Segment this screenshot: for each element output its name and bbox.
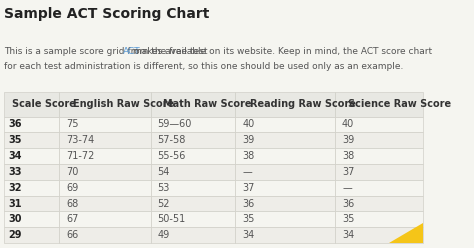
Text: 37: 37 [342, 167, 355, 177]
Text: 37: 37 [243, 183, 255, 193]
Text: 30: 30 [9, 214, 22, 224]
Bar [59, 148, 151, 164]
Text: This is a sample score grid from the free test: This is a sample score grid from the fre… [4, 47, 210, 56]
Text: 35: 35 [342, 214, 355, 224]
Bar [4, 92, 59, 117]
Text: 73-74: 73-74 [66, 135, 94, 145]
Bar [4, 117, 59, 132]
Bar [4, 132, 59, 148]
Text: 70: 70 [66, 167, 78, 177]
Text: 50-51: 50-51 [157, 214, 186, 224]
Bar [335, 196, 423, 211]
Text: 71-72: 71-72 [66, 151, 94, 161]
Text: 54: 54 [157, 167, 170, 177]
Bar [4, 164, 59, 180]
Bar [59, 196, 151, 211]
Bar [151, 180, 235, 196]
Text: Sample ACT Scoring Chart: Sample ACT Scoring Chart [4, 7, 210, 21]
Text: 75: 75 [66, 120, 79, 129]
Text: 53: 53 [157, 183, 170, 193]
Text: 40: 40 [243, 120, 255, 129]
Text: 34: 34 [243, 230, 255, 240]
Bar [235, 132, 335, 148]
Text: Science Raw Score: Science Raw Score [348, 99, 451, 109]
Bar [59, 164, 151, 180]
Text: 38: 38 [243, 151, 255, 161]
Text: Scale Score: Scale Score [12, 99, 76, 109]
Text: 36: 36 [342, 198, 354, 209]
Text: 55-56: 55-56 [157, 151, 186, 161]
Bar [335, 132, 423, 148]
Text: 40: 40 [342, 120, 354, 129]
Bar [4, 148, 59, 164]
Bar [59, 227, 151, 243]
Text: 59—60: 59—60 [157, 120, 192, 129]
Text: ACT: ACT [123, 47, 140, 56]
Bar [151, 148, 235, 164]
Bar [151, 164, 235, 180]
Bar [151, 196, 235, 211]
Bar [59, 180, 151, 196]
Bar [235, 227, 335, 243]
Bar [4, 227, 59, 243]
Polygon shape [389, 223, 423, 243]
Bar [59, 117, 151, 132]
Text: 52: 52 [157, 198, 170, 209]
Bar [235, 211, 335, 227]
Text: 36: 36 [9, 120, 22, 129]
Bar [59, 92, 151, 117]
Text: —: — [243, 167, 252, 177]
Bar [335, 148, 423, 164]
Bar [235, 117, 335, 132]
Text: 68: 68 [66, 198, 78, 209]
Bar [335, 227, 423, 243]
Text: 32: 32 [9, 183, 22, 193]
Bar [151, 132, 235, 148]
Text: Reading Raw Score: Reading Raw Score [250, 99, 356, 109]
Text: 57-58: 57-58 [157, 135, 186, 145]
Text: 36: 36 [243, 198, 255, 209]
Bar [151, 227, 235, 243]
Bar [335, 117, 423, 132]
Bar [4, 211, 59, 227]
Text: for each test administration is different, so this one should be used only as an: for each test administration is differen… [4, 62, 404, 71]
Text: 33: 33 [9, 167, 22, 177]
Bar [235, 148, 335, 164]
Text: 38: 38 [342, 151, 354, 161]
Text: 29: 29 [9, 230, 22, 240]
Text: 35: 35 [9, 135, 22, 145]
Bar [4, 180, 59, 196]
Text: 35: 35 [243, 214, 255, 224]
Bar [4, 196, 59, 211]
Bar [235, 92, 335, 117]
Text: 31: 31 [9, 198, 22, 209]
Bar [59, 132, 151, 148]
Text: Math Raw Score: Math Raw Score [164, 99, 252, 109]
Text: 34: 34 [342, 230, 354, 240]
Text: makes available on its website. Keep in mind, the ACT score chart: makes available on its website. Keep in … [130, 47, 432, 56]
Text: 67: 67 [66, 214, 78, 224]
Bar [151, 117, 235, 132]
Bar [151, 211, 235, 227]
Text: 69: 69 [66, 183, 78, 193]
Text: 39: 39 [243, 135, 255, 145]
Bar [335, 180, 423, 196]
Bar [59, 211, 151, 227]
Text: English Raw Score: English Raw Score [73, 99, 173, 109]
Bar [235, 196, 335, 211]
Bar [335, 92, 423, 117]
Bar [335, 164, 423, 180]
Bar [235, 164, 335, 180]
Text: —: — [342, 183, 352, 193]
Text: 39: 39 [342, 135, 354, 145]
Bar [151, 92, 235, 117]
Text: 34: 34 [9, 151, 22, 161]
Bar [335, 211, 423, 227]
Text: 66: 66 [66, 230, 78, 240]
Bar [235, 180, 335, 196]
Text: 49: 49 [157, 230, 170, 240]
